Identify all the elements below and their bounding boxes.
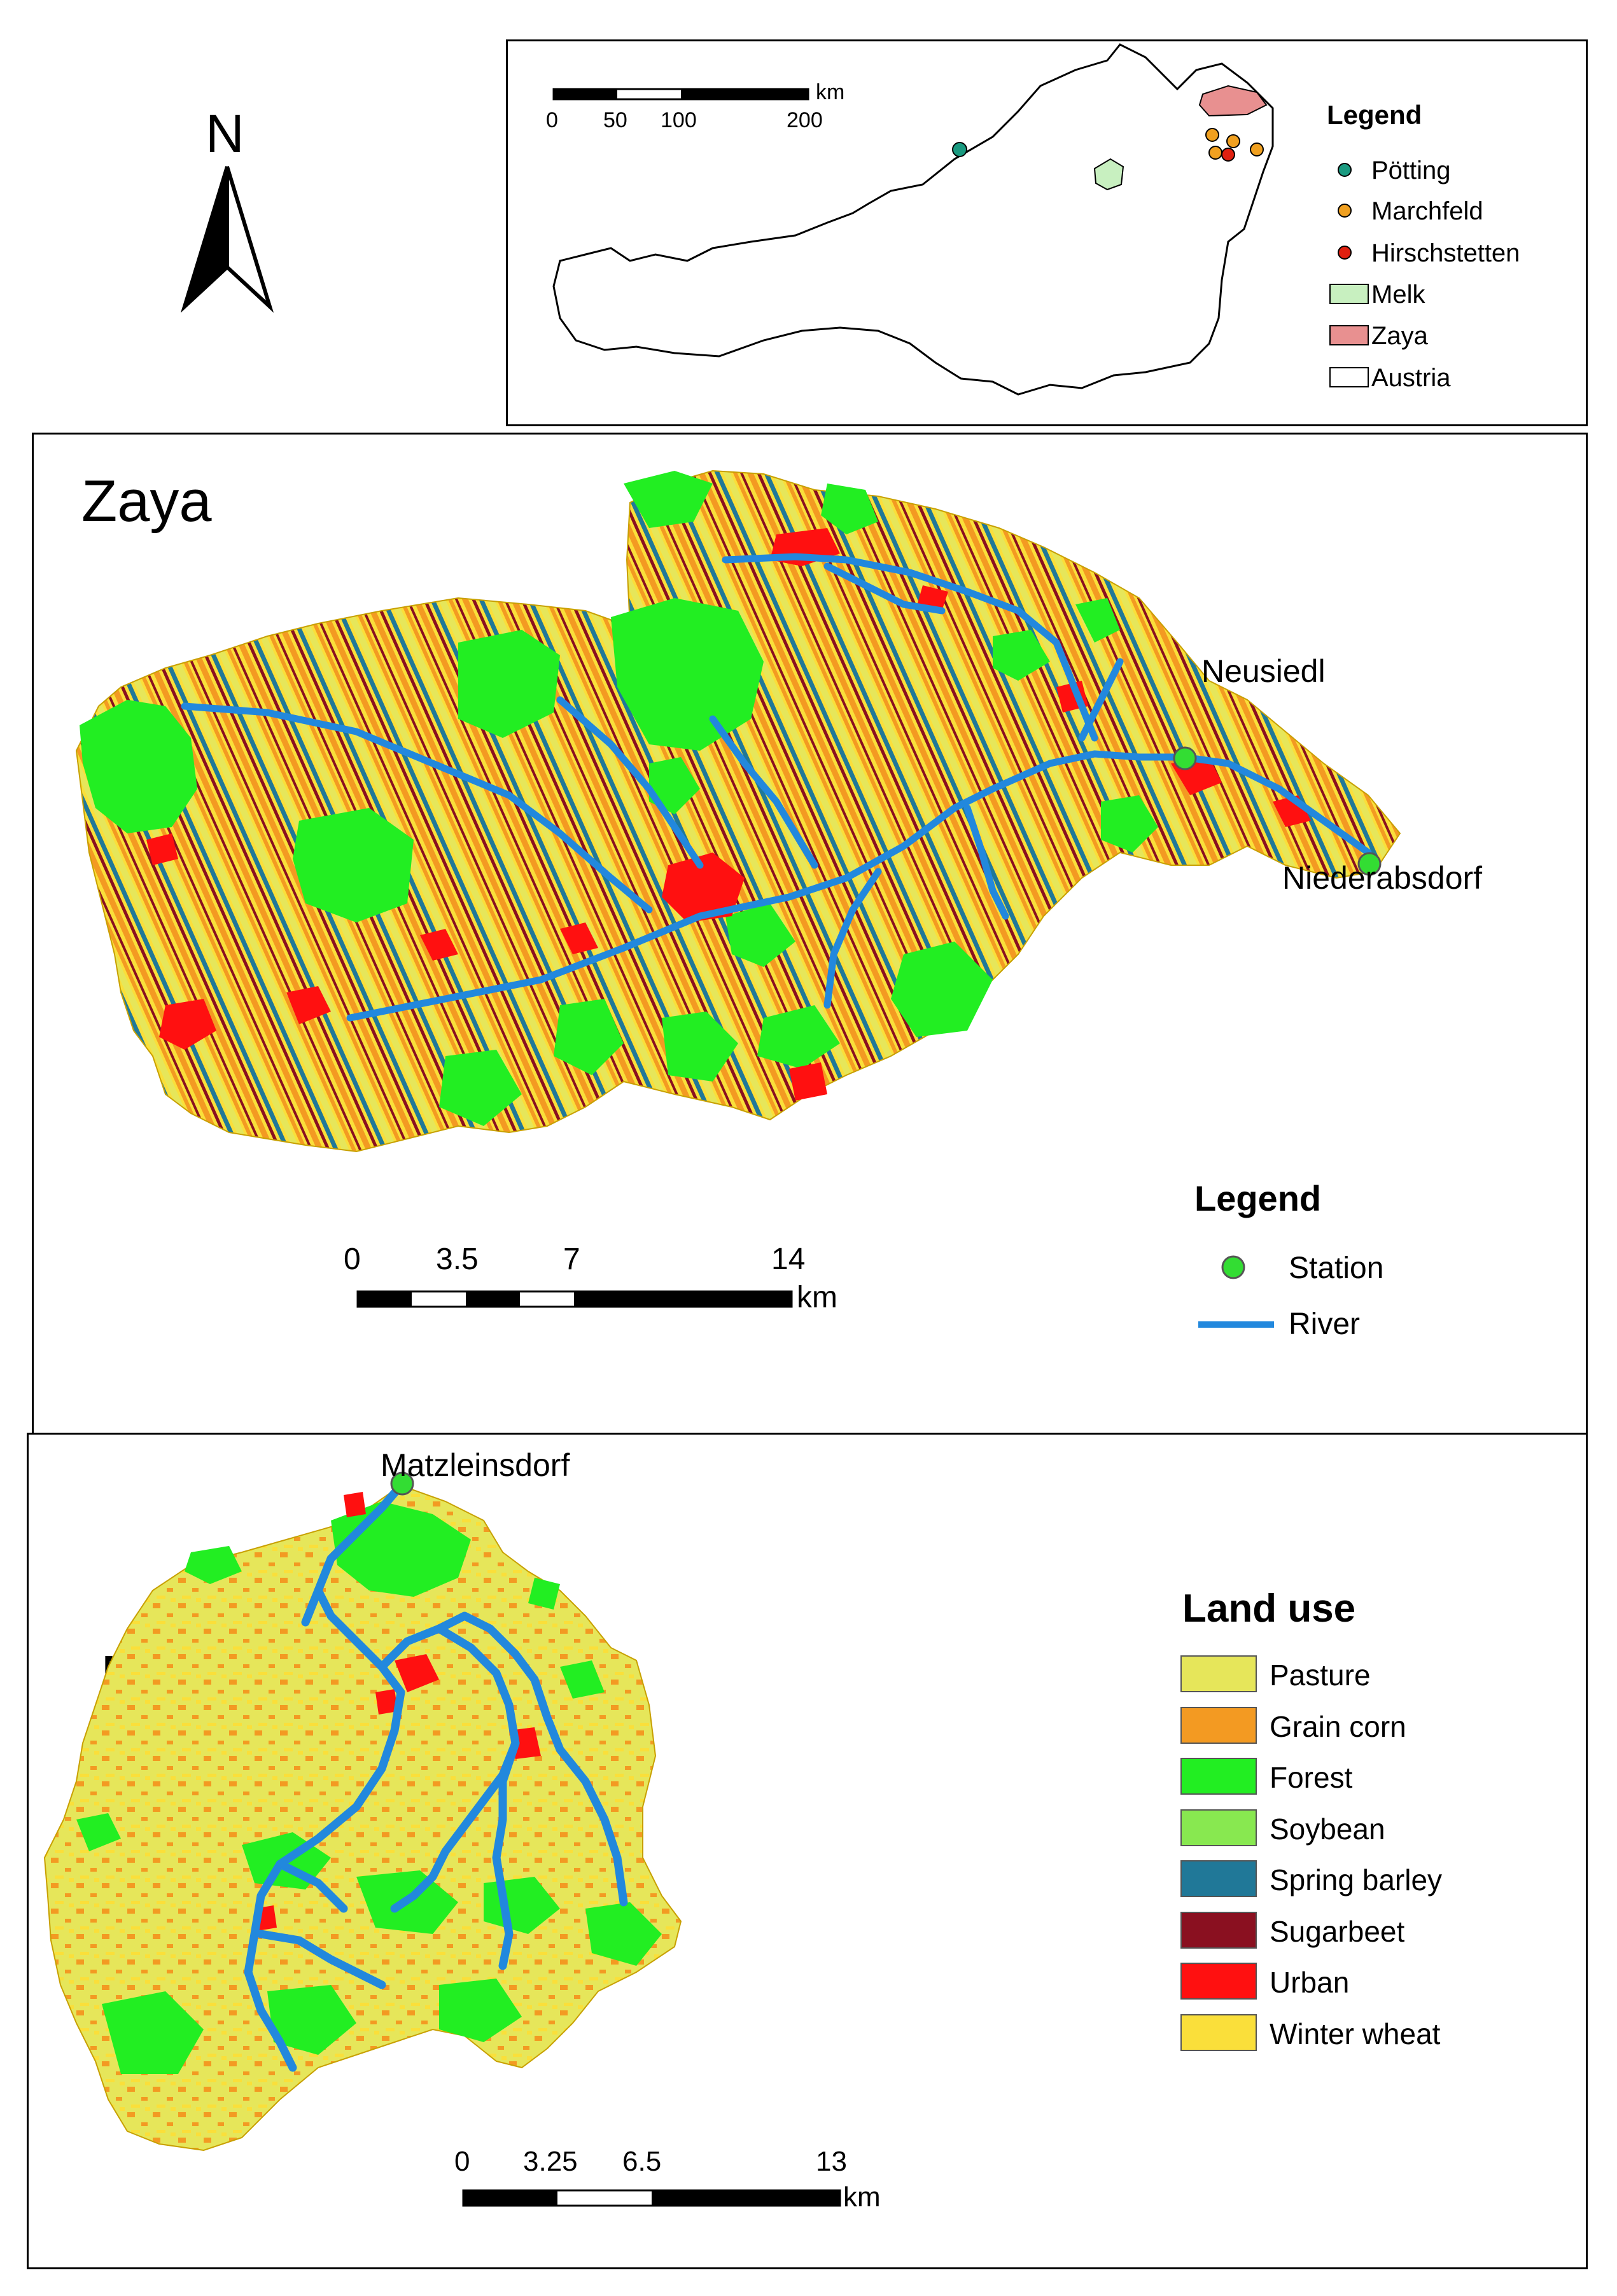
zaya-legend-item-label: Station — [1289, 1251, 1384, 1285]
melk-scale-tick: 6.5 — [622, 2146, 662, 2177]
inset-legend-title: Legend — [1327, 100, 1422, 130]
inset-scale-tick: 50 — [603, 108, 627, 132]
zaya-legend-title: Legend — [1194, 1178, 1322, 1218]
land-use-swatch — [1180, 1758, 1257, 1795]
inset-legend-item-label: Melk — [1371, 281, 1425, 309]
melk-map-title: Melk — [101, 1645, 222, 1708]
land-use-item-label: Sugarbeet — [1270, 1914, 1405, 1948]
melk-scale-tick: 13 — [816, 2146, 847, 2177]
land-use-item-label: Grain corn — [1270, 1709, 1406, 1743]
zaya-scale-tick: 3.5 — [436, 1242, 479, 1276]
land-use-swatch — [1180, 1706, 1257, 1744]
land-use-swatch — [1180, 1963, 1257, 2000]
land-use-item-label: Urban — [1270, 1966, 1350, 1999]
zaya-scale-tick: 0 — [344, 1242, 361, 1276]
inset-legend-item-label: Zaya — [1371, 322, 1428, 350]
inset-scale-unit: km — [816, 80, 845, 104]
inset-legend-item-label: Pötting — [1371, 157, 1451, 184]
north-arrow-label: N — [206, 104, 244, 164]
zaya-scale-unit: km — [797, 1281, 837, 1314]
station-label-matzleinsdorf: Matzleinsdorf — [381, 1447, 570, 1483]
melk-map-frame — [27, 1433, 1588, 2269]
station-label-neusiedl: Neusiedl — [1201, 653, 1326, 689]
zaya-scale-tick: 14 — [771, 1242, 806, 1276]
land-use-swatch — [1180, 1860, 1257, 1897]
land-use-swatch — [1180, 1911, 1257, 1949]
melk-scale-tick: 0 — [454, 2146, 470, 2177]
land-use-swatch — [1180, 2014, 1257, 2051]
land-use-item-label: Winter wheat — [1270, 2017, 1441, 2050]
land-use-swatch — [1180, 1655, 1257, 1692]
land-use-item-label: Spring barley — [1270, 1863, 1443, 1896]
inset-legend-item-label: Marchfeld — [1371, 197, 1483, 225]
land-use-item-label: Forest — [1270, 1761, 1353, 1794]
station-label-niederabsdorf: Niederabsdorf — [1282, 860, 1483, 896]
melk-scale-tick: 3.25 — [523, 2146, 578, 2177]
land-use-swatch — [1180, 1809, 1257, 1846]
melk-scale-unit: km — [843, 2181, 881, 2213]
land-use-legend-title: Land use — [1182, 1587, 1356, 1631]
zaya-legend-item-label: River — [1289, 1307, 1361, 1341]
inset-legend-item-label: Hirschstetten — [1371, 239, 1520, 267]
land-use-item-label: Pasture — [1270, 1659, 1371, 1692]
zaya-map-title: Zaya — [81, 469, 212, 534]
land-use-item-label: Soybean — [1270, 1812, 1385, 1846]
inset-scale-tick: 100 — [661, 108, 697, 132]
inset-legend-item-label: Austria — [1371, 364, 1451, 392]
inset-scale-tick: 0 — [546, 108, 558, 132]
inset-scale-tick: 200 — [787, 108, 823, 132]
zaya-scale-tick: 7 — [563, 1242, 580, 1276]
